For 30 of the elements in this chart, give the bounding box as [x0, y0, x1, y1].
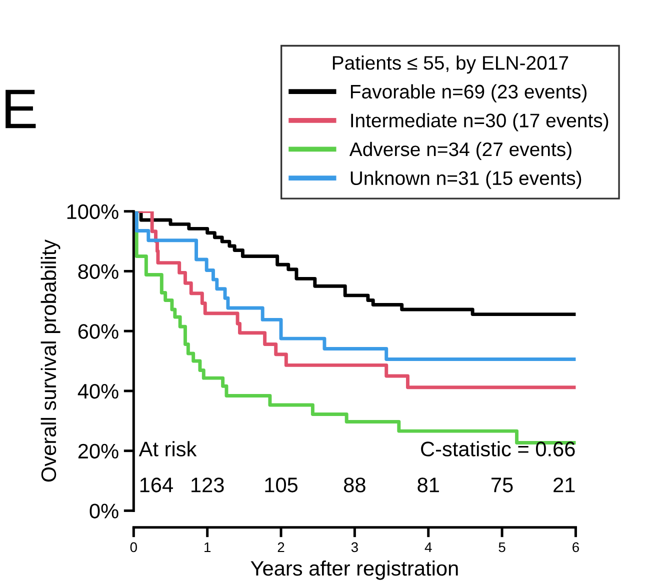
annotation: At risk	[138, 441, 197, 456]
legend-label: Intermediate n=30 (17 events)	[351, 113, 608, 132]
y-axis-title: Overall survival probability	[40, 239, 60, 482]
x-tick-label: 2	[278, 542, 284, 552]
legend-title: Patients ≤ 55, by ELN-2017	[332, 55, 568, 74]
x-tick-label: 6	[572, 542, 579, 552]
x-axis-title: Years after registration	[250, 560, 458, 580]
y-tick-label: 60%	[78, 324, 118, 339]
annotation: 164	[140, 478, 173, 492]
annotation: 21	[554, 478, 575, 492]
x-tick-label: 4	[424, 542, 432, 552]
legend-label: Adverse n=34 (27 events)	[349, 142, 572, 160]
chart-title: E	[6, 90, 36, 128]
annotation: 81	[418, 478, 439, 492]
annotation: 75	[492, 478, 513, 492]
x-tick-label: 0	[130, 542, 137, 552]
y-tick-label: 20%	[78, 444, 118, 459]
x-tick-label: 3	[351, 542, 358, 552]
annotation: 88	[344, 478, 366, 492]
legend-label: Unknown n=31 (15 events)	[350, 170, 582, 189]
annotation: C-statistic = 0.66	[421, 441, 575, 456]
legend-label: Favorable n=69 (23 events)	[350, 84, 587, 102]
annotation: 105	[265, 478, 298, 492]
x-tick-label: 5	[498, 542, 506, 552]
x-tick-label: 1	[204, 542, 211, 552]
y-tick-label: 40%	[78, 384, 118, 399]
y-tick-label: 80%	[78, 264, 118, 279]
y-tick-label: 0%	[90, 504, 118, 518]
annotation: 123	[192, 478, 224, 492]
y-tick-label: 100%	[67, 204, 118, 220]
